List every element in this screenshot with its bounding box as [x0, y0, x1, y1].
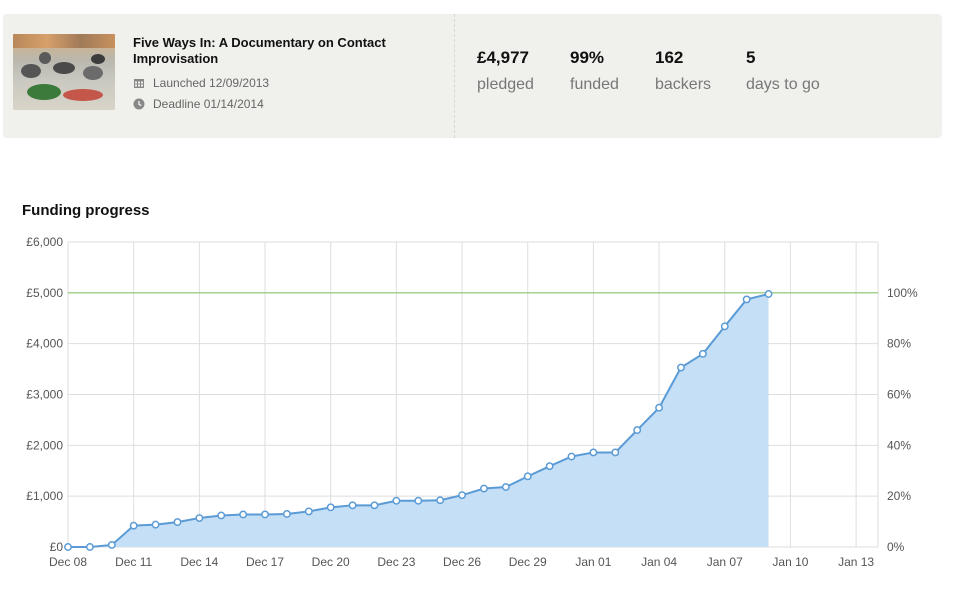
data-point: [589, 448, 598, 457]
data-point: [414, 496, 423, 505]
launch-date: Launched 12/09/2013: [153, 76, 270, 90]
y-tick-label-left: £2,000: [26, 438, 63, 452]
x-tick-label: Jan 07: [707, 555, 743, 569]
x-tick-label: Dec 26: [443, 555, 481, 569]
data-point: [720, 322, 729, 331]
stat-label: pledged: [477, 76, 534, 93]
stat-label: days to go: [746, 76, 820, 93]
data-point: [85, 543, 94, 551]
data-point: [633, 426, 642, 435]
x-tick-label: Dec 23: [377, 555, 415, 569]
y-tick-label-right: 0%: [887, 540, 905, 554]
data-point: [107, 541, 116, 549]
data-point: [698, 349, 707, 358]
x-tick-label: Dec 08: [49, 555, 87, 569]
data-point: [479, 484, 488, 493]
x-tick-label: Dec 11: [115, 555, 152, 569]
y-tick-label-left: £1,000: [26, 489, 63, 503]
data-point: [655, 403, 664, 412]
data-point: [436, 496, 445, 505]
data-point: [261, 510, 269, 519]
data-point: [239, 510, 248, 519]
funding-area: [68, 294, 769, 547]
calendar-icon: [134, 79, 144, 88]
data-point: [195, 514, 204, 522]
data-point: [458, 491, 467, 500]
data-point: [326, 503, 335, 512]
stat-pledged: £4,977 pledged: [477, 48, 534, 95]
y-tick-label-right: 20%: [887, 489, 911, 503]
data-point: [523, 472, 532, 481]
launch-date-row: Launched 12/09/2013: [133, 76, 269, 90]
card-divider: [454, 14, 455, 138]
data-point: [567, 452, 576, 461]
data-point: [151, 520, 160, 529]
project-title[interactable]: Five Ways In: A Documentary on Contact I…: [133, 35, 386, 66]
data-point: [282, 510, 291, 518]
y-tick-label-right: 80%: [887, 337, 911, 351]
stat-backers: 162 backers: [655, 48, 711, 95]
data-point: [348, 501, 357, 510]
data-point: [64, 543, 72, 551]
data-point: [304, 507, 313, 516]
data-point: [173, 518, 182, 527]
project-thumbnail[interactable]: [13, 34, 115, 110]
stat-value: 5: [746, 48, 756, 67]
y-tick-label-left: £4,000: [26, 337, 63, 351]
data-point: [217, 511, 226, 520]
y-tick-label-left: £5,000: [26, 286, 63, 300]
clock-icon: [133, 98, 145, 110]
data-point: [677, 363, 685, 372]
x-tick-label: Dec 17: [246, 555, 284, 569]
x-tick-label: Jan 13: [838, 555, 874, 569]
stat-days-to-go: 5 days to go: [746, 48, 820, 95]
x-tick-label: Dec 29: [509, 555, 547, 569]
stat-label: funded: [570, 76, 619, 93]
chart-title: Funding progress: [22, 202, 150, 219]
x-tick-label: Jan 10: [772, 555, 808, 569]
data-point: [501, 483, 510, 491]
y-tick-label-right: 100%: [887, 286, 918, 300]
y-tick-label-left: £6,000: [26, 235, 63, 249]
stat-funded: 99% funded: [570, 48, 619, 95]
data-point: [392, 496, 401, 505]
x-tick-label: Jan 01: [575, 555, 611, 569]
stat-value: 99%: [570, 48, 605, 67]
data-point: [742, 295, 751, 304]
x-tick-label: Dec 20: [312, 555, 350, 569]
data-point: [611, 448, 620, 457]
stat-value: 162: [655, 48, 684, 67]
stat-value: £4,977: [477, 48, 529, 67]
data-point: [764, 290, 773, 298]
data-point: [129, 521, 138, 530]
data-point: [370, 501, 379, 510]
x-tick-label: Jan 04: [641, 555, 677, 569]
y-tick-label-right: 40%: [887, 438, 911, 452]
stat-label: backers: [655, 76, 712, 93]
y-tick-label-left: £0: [50, 540, 64, 554]
deadline-date: Deadline 01/14/2014: [153, 97, 264, 111]
y-tick-label-right: 60%: [887, 388, 911, 402]
x-tick-label: Dec 14: [180, 555, 218, 569]
project-summary-card: Five Ways In: A Documentary on Contact I…: [3, 14, 942, 138]
y-tick-label-left: £3,000: [26, 388, 63, 402]
deadline-row: Deadline 01/14/2014: [133, 97, 264, 111]
data-point: [545, 462, 554, 471]
